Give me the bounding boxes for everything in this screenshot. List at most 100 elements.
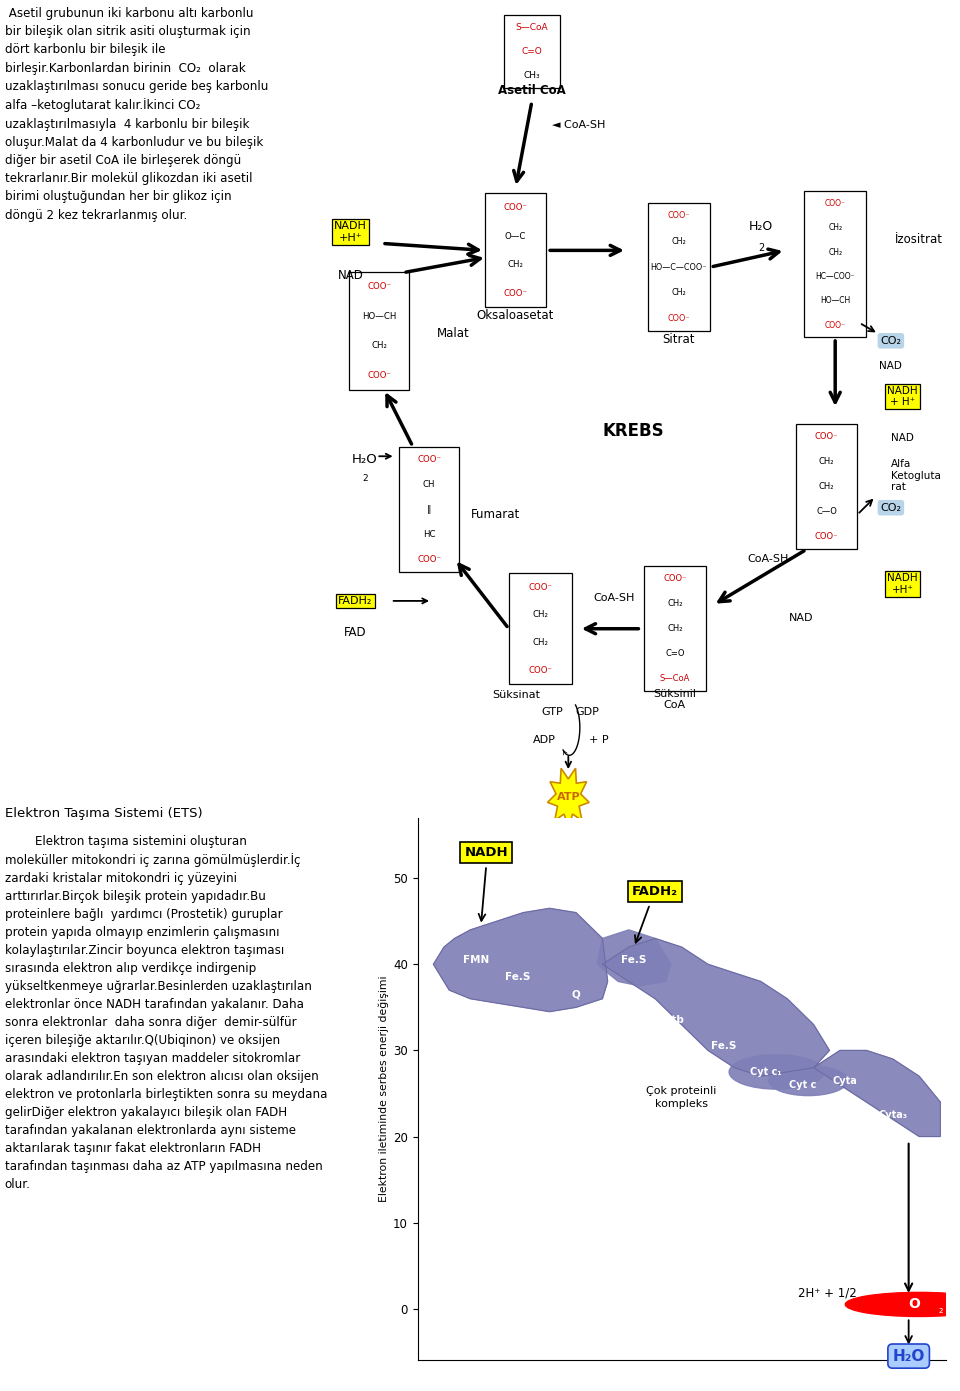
Text: ATP: ATP — [557, 791, 580, 803]
FancyBboxPatch shape — [509, 573, 571, 684]
Text: Asetil CoA: Asetil CoA — [498, 83, 565, 97]
FancyBboxPatch shape — [349, 271, 410, 389]
Text: FMN: FMN — [463, 956, 489, 965]
Text: + P: + P — [589, 734, 609, 746]
Text: ‖: ‖ — [427, 505, 431, 513]
Text: NADH
+H⁺: NADH +H⁺ — [887, 573, 918, 595]
Text: COO⁻: COO⁻ — [815, 533, 838, 541]
Text: Cytb: Cytb — [658, 1015, 684, 1025]
Text: COO⁻: COO⁻ — [417, 455, 442, 463]
Text: COO⁻: COO⁻ — [667, 211, 690, 220]
Text: CH₂: CH₂ — [533, 638, 548, 647]
Text: Asetil grubunun iki karbonu altı karbonlu
bir bileşik olan sitrik asiti oluşturm: Asetil grubunun iki karbonu altı karbonl… — [5, 7, 268, 221]
Text: CoA-SH: CoA-SH — [593, 593, 636, 604]
Text: COO⁻: COO⁻ — [503, 289, 528, 298]
Text: CH₂: CH₂ — [819, 458, 834, 466]
Text: COO⁻: COO⁻ — [528, 583, 552, 591]
Text: H₂O: H₂O — [749, 220, 774, 234]
Text: Fe.S: Fe.S — [711, 1040, 736, 1052]
Text: NAD: NAD — [879, 360, 902, 371]
Text: COO⁻: COO⁻ — [503, 203, 528, 211]
Text: NAD: NAD — [789, 612, 814, 623]
Text: CH: CH — [422, 480, 436, 488]
Text: CH₂: CH₂ — [671, 236, 686, 246]
Text: 2: 2 — [362, 474, 368, 483]
Text: 2: 2 — [758, 242, 764, 253]
Text: Fe.S: Fe.S — [621, 956, 647, 965]
Text: Cyt c: Cyt c — [789, 1079, 817, 1089]
Text: HC—COO⁻: HC—COO⁻ — [815, 273, 855, 281]
FancyBboxPatch shape — [643, 566, 707, 691]
Text: Oksaloasetat: Oksaloasetat — [477, 309, 554, 323]
FancyBboxPatch shape — [399, 447, 459, 572]
Text: İzositrat: İzositrat — [895, 232, 943, 246]
FancyBboxPatch shape — [647, 203, 710, 331]
Text: CH₂: CH₂ — [671, 288, 686, 298]
Text: ◄ CoA-SH: ◄ CoA-SH — [552, 120, 606, 131]
Text: NAD: NAD — [338, 268, 363, 282]
Text: H₂O: H₂O — [893, 1349, 924, 1363]
Text: NAD: NAD — [891, 433, 914, 444]
Text: C=O: C=O — [665, 650, 684, 658]
Text: CH₂: CH₂ — [667, 600, 683, 608]
Y-axis label: Elektron iletiminde serbes enerji değişimi: Elektron iletiminde serbes enerji değişi… — [378, 976, 389, 1202]
Text: S—CoA: S—CoA — [660, 675, 690, 683]
Text: Elektron Taşıma Sistemi (ETS): Elektron Taşıma Sistemi (ETS) — [5, 807, 203, 819]
Ellipse shape — [769, 1066, 848, 1096]
Text: GTP: GTP — [541, 707, 563, 718]
FancyBboxPatch shape — [797, 424, 857, 549]
Text: Alfa
Ketogluta
rat: Alfa Ketogluta rat — [891, 459, 941, 492]
Text: COO⁻: COO⁻ — [368, 282, 392, 291]
Text: C—O: C—O — [816, 508, 837, 516]
Text: Q: Q — [571, 989, 581, 999]
Text: CoA-SH: CoA-SH — [747, 554, 789, 565]
Text: HO—C—COO⁻: HO—C—COO⁻ — [651, 263, 707, 271]
FancyBboxPatch shape — [504, 15, 560, 88]
Text: O: O — [908, 1298, 920, 1312]
Text: CH₂: CH₂ — [667, 625, 683, 633]
Text: Elektron taşıma sistemini oluşturan
moleküller mitokondri iç zarına gömülmüşlerd: Elektron taşıma sistemini oluşturan mole… — [5, 835, 327, 1191]
Text: S—CoA: S—CoA — [516, 22, 548, 32]
Text: FADH₂: FADH₂ — [633, 885, 678, 897]
Text: Fe.S: Fe.S — [505, 972, 531, 982]
Polygon shape — [434, 908, 608, 1011]
Text: C=O: C=O — [521, 47, 542, 56]
Circle shape — [846, 1292, 960, 1316]
Text: COO⁻: COO⁻ — [417, 555, 442, 563]
Text: O—C: O—C — [505, 232, 526, 241]
Text: CH₃: CH₃ — [523, 71, 540, 81]
FancyBboxPatch shape — [804, 191, 867, 337]
Text: CH₂: CH₂ — [508, 260, 523, 268]
Text: CO₂: CO₂ — [880, 335, 901, 346]
Text: COO⁻: COO⁻ — [825, 199, 846, 207]
Text: CH₂: CH₂ — [828, 224, 842, 232]
Text: COO⁻: COO⁻ — [368, 371, 392, 380]
Text: NADH
+ H⁺: NADH + H⁺ — [887, 385, 918, 408]
Text: H₂O: H₂O — [352, 452, 377, 466]
Text: Süksinil
CoA: Süksinil CoA — [654, 689, 696, 711]
Text: COO⁻: COO⁻ — [825, 321, 846, 330]
Text: CH₂: CH₂ — [828, 248, 842, 256]
Text: 2H⁺ + 1/2: 2H⁺ + 1/2 — [798, 1287, 856, 1299]
Text: CH₂: CH₂ — [372, 341, 387, 351]
Text: ₂: ₂ — [938, 1306, 943, 1316]
Text: HC: HC — [422, 530, 436, 538]
Text: ADP: ADP — [533, 734, 556, 746]
Text: FADH₂: FADH₂ — [338, 595, 372, 606]
Text: CH₂: CH₂ — [533, 611, 548, 619]
Text: GDP: GDP — [576, 707, 599, 718]
Polygon shape — [603, 939, 829, 1077]
Polygon shape — [814, 1050, 941, 1136]
Text: Fumarat: Fumarat — [470, 508, 519, 522]
Text: HO—CH: HO—CH — [820, 296, 851, 305]
Text: COO⁻: COO⁻ — [528, 666, 552, 675]
Text: Cyt c₁: Cyt c₁ — [751, 1067, 781, 1077]
Text: Sitrat: Sitrat — [662, 332, 695, 346]
Text: Cyta: Cyta — [833, 1075, 857, 1085]
Text: CH₂: CH₂ — [819, 483, 834, 491]
Polygon shape — [547, 768, 589, 828]
Text: NADH: NADH — [465, 846, 508, 858]
Text: Cyta₃: Cyta₃ — [878, 1110, 907, 1120]
Text: KREBS: KREBS — [603, 423, 664, 440]
Text: COO⁻: COO⁻ — [667, 314, 690, 323]
